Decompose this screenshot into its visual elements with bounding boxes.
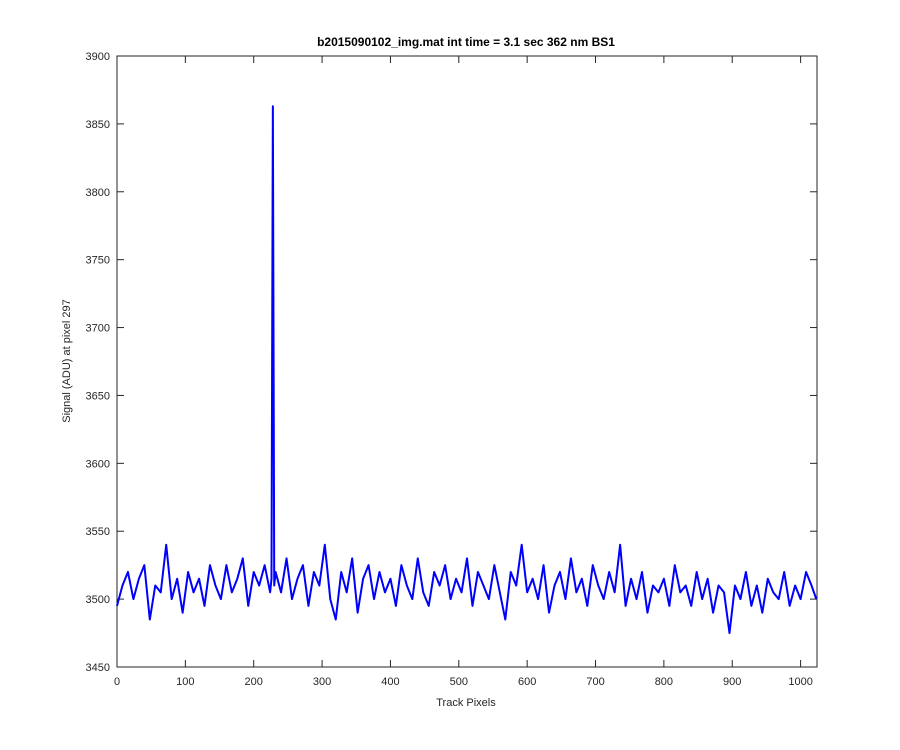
- y-tick-label: 3450: [86, 662, 110, 674]
- y-axis-label: Signal (ADU) at pixel 297: [61, 299, 73, 423]
- y-tick-label: 3550: [86, 526, 110, 538]
- x-tick-label: 900: [723, 676, 741, 688]
- y-tick-label: 3750: [86, 255, 110, 267]
- plot-area: [116, 55, 818, 668]
- x-tick-label: 700: [586, 676, 604, 688]
- y-tick-label: 3650: [86, 390, 110, 402]
- x-tick-label: 200: [245, 676, 263, 688]
- x-tick-label: 400: [381, 676, 399, 688]
- y-tick-label: 3850: [86, 119, 110, 131]
- chart-title: b2015090102_img.mat int time = 3.1 sec 3…: [317, 35, 615, 49]
- data-line: [116, 105, 818, 635]
- x-tick-label: 500: [450, 676, 468, 688]
- y-tick-label: 3800: [86, 187, 110, 199]
- x-tick-label: 800: [655, 676, 673, 688]
- x-tick-label: 0: [114, 676, 120, 688]
- y-tick-label: 3500: [86, 594, 110, 606]
- x-tick-label: 600: [518, 676, 536, 688]
- y-tick-label: 3600: [86, 458, 110, 470]
- y-tick-label: 3900: [86, 51, 110, 63]
- y-tick-label: 3700: [86, 323, 110, 335]
- x-tick-label: 100: [176, 676, 194, 688]
- x-tick-label: 1000: [788, 676, 812, 688]
- x-axis-label: Track Pixels: [436, 697, 496, 709]
- x-tick-label: 300: [313, 676, 331, 688]
